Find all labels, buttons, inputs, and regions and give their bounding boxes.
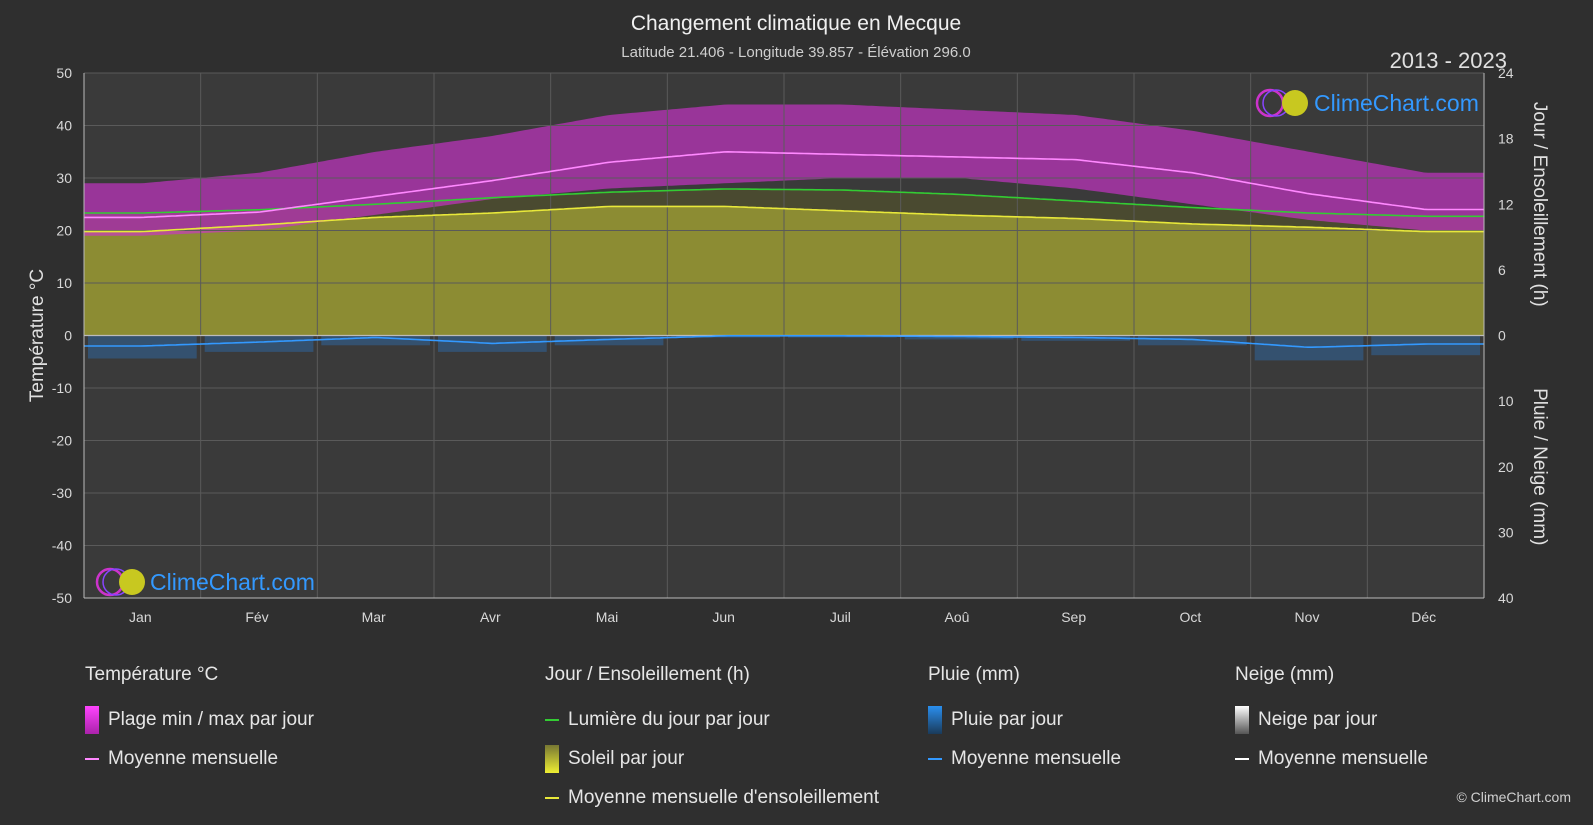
- sunshine-swatch-icon: [545, 744, 559, 773]
- logo-top: ClimeChart.com: [1255, 88, 1479, 118]
- legend-item-temp-mean: Moyenne mensuelle: [85, 739, 314, 778]
- right-tick-label-hours: 6: [1498, 262, 1506, 278]
- sunshine-mean-line: [84, 205, 1484, 233]
- right-tick-label-hours: 0: [1498, 328, 1506, 344]
- legend-label: Neige par jour: [1258, 708, 1378, 730]
- snow-swatch-icon: [1235, 705, 1249, 734]
- right-tick-label-precip: 10: [1498, 393, 1514, 409]
- right-tick-label-hours: 12: [1498, 196, 1514, 212]
- legend-item-daylight: Lumière du jour par jour: [545, 700, 879, 739]
- legend-label: Moyenne mensuelle d'ensoleillement: [568, 786, 879, 808]
- logo-bottom: ClimeChart.com: [95, 567, 315, 597]
- rain-bar-2: [204, 335, 314, 352]
- right-tick-label-precip: 40: [1498, 590, 1514, 606]
- legend-item-sunshine-mean: Moyenne mensuelle d'ensoleillement: [545, 778, 879, 817]
- legend-heading-rain: Pluie (mm): [928, 664, 1020, 685]
- chart-subtitle: Latitude 21.406 - Longitude 39.857 - Élé…: [621, 44, 970, 61]
- right-tick-label-hours: 18: [1498, 131, 1514, 147]
- left-tick-label: -30: [52, 485, 72, 501]
- temp-mean-line: [84, 150, 1484, 219]
- plot-area: [83, 72, 1485, 599]
- left-tick-label: 30: [56, 170, 72, 186]
- temp-range-swatch-icon: [85, 705, 99, 734]
- sunshine-mean-swatch-icon: [545, 796, 559, 799]
- rain-bar-8: [904, 335, 1014, 340]
- rain-swatch-icon: [928, 705, 942, 734]
- legend-item-snow: Neige par jour: [1235, 700, 1428, 739]
- month-label-9: Sep: [1061, 609, 1086, 625]
- left-tick-label: 50: [56, 65, 72, 81]
- axes: 50 40 30 20 10 0 -10 -20 -30 -40 -50 24 18 12 6 0 10 20 30…: [27, 65, 1550, 625]
- rain-bar-12: [1371, 335, 1480, 356]
- left-tick-label: -50: [52, 590, 72, 606]
- legend-item-temp-range: Plage min / max par jour: [85, 700, 314, 739]
- left-tick-label: -40: [52, 538, 72, 554]
- right-tick-label-hours: 24: [1498, 65, 1514, 81]
- legend-label: Moyenne mensuelle: [108, 747, 279, 769]
- legend-temperature: Température °C Plage min / max par jour …: [85, 664, 314, 778]
- legend-label: Moyenne mensuelle: [951, 747, 1122, 769]
- legend-label: Soleil par jour: [568, 747, 685, 769]
- right-axis-title-precip: Pluie / Neige (mm): [1529, 388, 1550, 545]
- left-tick-label: -20: [52, 433, 72, 449]
- chart-title: Changement climatique en Mecque: [631, 12, 961, 35]
- legend-item-sunshine: Soleil par jour: [545, 739, 879, 778]
- logo-text: ClimeChart.com: [150, 569, 315, 595]
- left-tick-label: 10: [56, 275, 72, 291]
- legend-snow: Neige (mm) Neige par jour Moyenne mensue…: [1235, 664, 1428, 778]
- month-label-5: Mai: [596, 609, 619, 625]
- month-label-2: Fév: [245, 609, 268, 625]
- copyright: © ClimeChart.com: [1456, 789, 1571, 805]
- legend-label: Pluie par jour: [951, 708, 1063, 730]
- month-label-3: Mar: [362, 609, 386, 625]
- logo-sun-icon: [119, 569, 145, 595]
- month-label-1: Jan: [129, 609, 152, 625]
- snow-mean-swatch-icon: [1235, 757, 1249, 760]
- left-tick-label: 0: [64, 328, 72, 344]
- left-tick-label: -10: [52, 380, 72, 396]
- daylight-swatch-icon: [545, 718, 559, 721]
- legend-rain: Pluie (mm) Pluie par jour Moyenne mensue…: [928, 664, 1121, 778]
- logo-text: ClimeChart.com: [1314, 90, 1479, 116]
- legend-label: Plage min / max par jour: [108, 708, 314, 730]
- temp-mean-swatch-icon: [85, 757, 99, 760]
- month-label-7: Juil: [830, 609, 851, 625]
- month-label-11: Nov: [1295, 609, 1320, 625]
- right-tick-label-precip: 30: [1498, 524, 1514, 540]
- rain-bar-3: [321, 335, 430, 346]
- rain-bar-1: [88, 335, 197, 359]
- month-label-8: Aoû: [945, 609, 970, 625]
- left-tick-label: 40: [56, 118, 72, 134]
- rain-bar-5: [554, 335, 664, 346]
- rain-mean-swatch-icon: [928, 757, 942, 760]
- legend-item-snow-mean: Moyenne mensuelle: [1235, 739, 1428, 778]
- rain-mean-line: [84, 335, 1484, 348]
- legend-item-rain: Pluie par jour: [928, 700, 1121, 739]
- legend-heading-snow: Neige (mm): [1235, 664, 1335, 685]
- left-tick-label: 20: [56, 223, 72, 239]
- rain-bar-10: [1138, 335, 1247, 346]
- legend-item-rain-mean: Moyenne mensuelle: [928, 739, 1121, 778]
- legend-heading-sunshine: Jour / Ensoleillement (h): [545, 664, 750, 685]
- month-label-12: Déc: [1411, 609, 1436, 625]
- legend-label: Lumière du jour par jour: [568, 708, 770, 730]
- month-label-4: Avr: [480, 609, 501, 625]
- period-label: 2013 - 2023: [1390, 48, 1507, 73]
- left-axis-title: Température °C: [27, 269, 48, 402]
- daylight-line: [84, 188, 1484, 218]
- right-tick-label-precip: 20: [1498, 459, 1514, 475]
- legend-label: Moyenne mensuelle: [1258, 747, 1429, 769]
- logo-sun-icon: [1282, 90, 1308, 116]
- legend-heading-temperature: Température °C: [85, 664, 219, 685]
- legend-sunshine: Jour / Ensoleillement (h) Lumière du jou…: [545, 664, 879, 817]
- month-label-6: Jun: [712, 609, 735, 625]
- month-label-10: Oct: [1179, 609, 1201, 625]
- right-axis-title-hours: Jour / Ensoleillement (h): [1529, 102, 1550, 307]
